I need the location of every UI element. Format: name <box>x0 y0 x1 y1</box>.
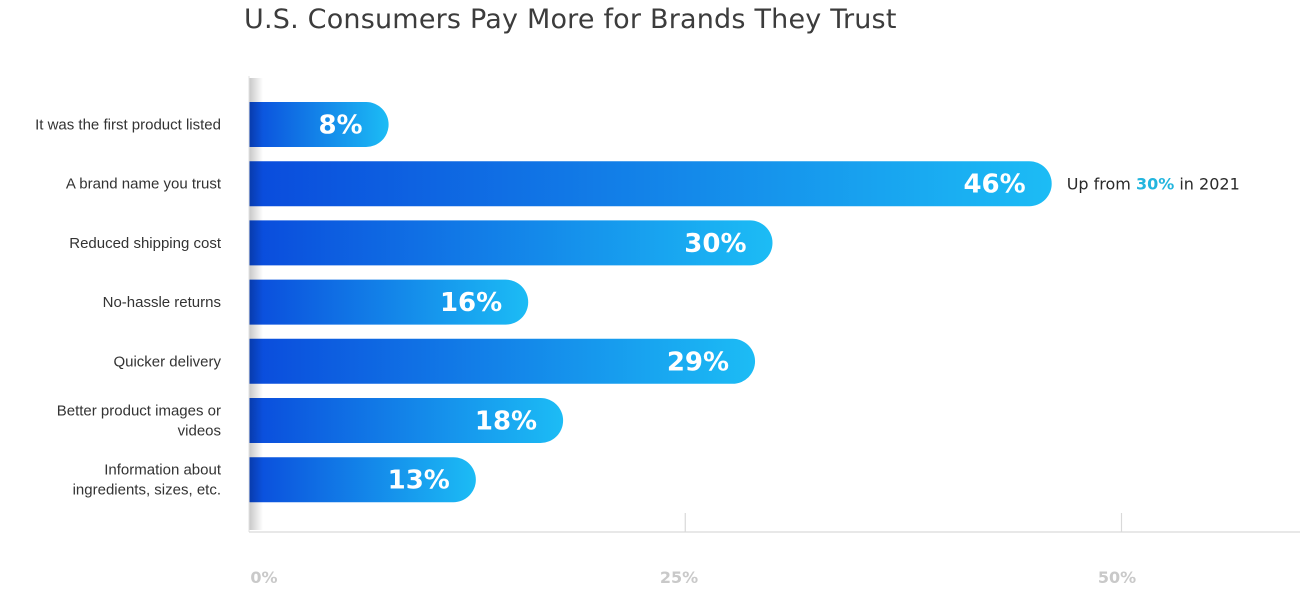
bar-value-label: 46% <box>963 170 1025 200</box>
bar-value-label: 18% <box>475 407 537 437</box>
bar-value-label: 29% <box>667 347 729 377</box>
annotation-highlight: 30% <box>1136 175 1174 194</box>
x-tick-label: 50% <box>1098 568 1136 587</box>
category-label: A brand name you trust <box>66 176 222 193</box>
category-label: Quicker delivery <box>113 353 221 370</box>
category-label: Reduced shipping cost <box>69 235 222 252</box>
bar <box>249 220 773 266</box>
category-label: Better product images or <box>57 403 221 420</box>
category-label: It was the first product listed <box>35 117 221 134</box>
bar <box>249 457 476 503</box>
category-label: videos <box>178 423 221 440</box>
category-label: No-hassle returns <box>103 294 221 311</box>
bar-value-label: 8% <box>318 111 362 141</box>
annotation-prefix: Up from <box>1067 175 1136 194</box>
bar <box>249 102 389 147</box>
bar-value-label: 13% <box>388 466 450 496</box>
category-label: Information about <box>104 462 222 479</box>
category-label: ingredients, sizes, etc. <box>73 482 221 499</box>
annotation-suffix: in 2021 <box>1174 175 1239 194</box>
bar <box>249 398 564 443</box>
bar-value-label: 30% <box>684 229 746 259</box>
x-tick-label: 25% <box>660 568 698 587</box>
bar <box>249 279 529 325</box>
x-tick-label: 0% <box>250 568 277 587</box>
axis-shadow <box>249 78 263 530</box>
bar <box>249 161 1052 207</box>
bar-annotation: Up from 30% in 2021 <box>1067 175 1240 194</box>
bar <box>249 338 756 384</box>
chart-title: U.S. Consumers Pay More for Brands They … <box>244 4 897 35</box>
bar-value-label: 16% <box>440 288 502 318</box>
